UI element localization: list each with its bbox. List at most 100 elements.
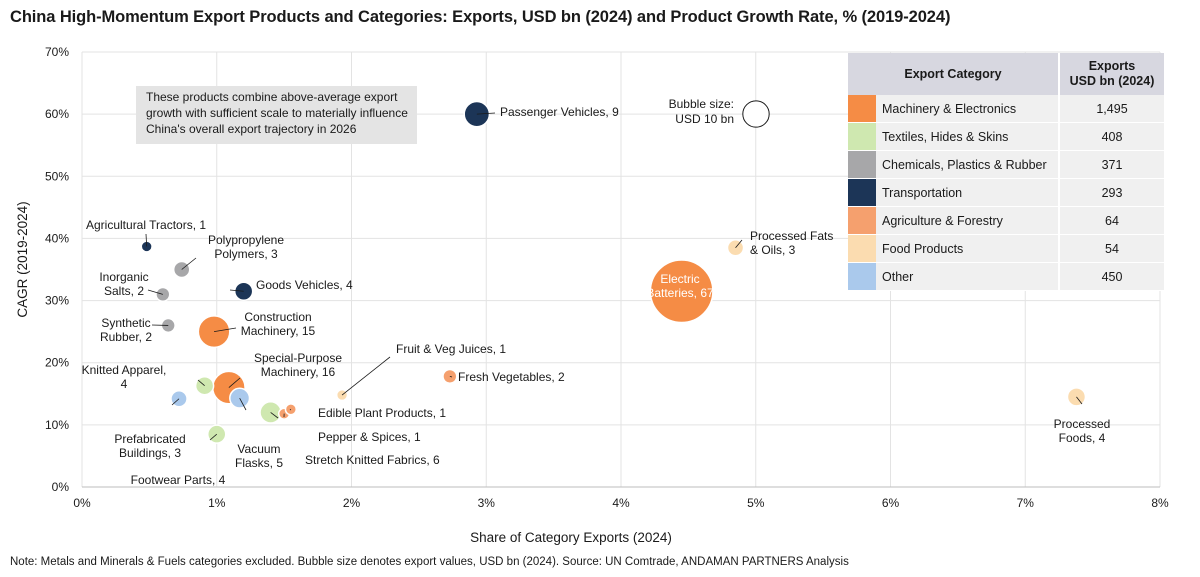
data-label-line: Polypropylene [208,233,284,247]
legend-swatch [848,234,876,263]
leader-line [341,356,391,396]
data-label: Goods Vehicles, 4 [256,278,353,292]
legend-category-label: Textiles, Hides & Skins [876,122,1059,151]
x-tick-label: 5% [747,496,765,510]
data-label-line: Foods, 4 [1059,431,1106,445]
data-label: Pepper & Spices, 1 [318,430,421,444]
leader-line [228,377,241,388]
bubble-size-key-circle [742,100,770,128]
leader-line [449,376,453,378]
data-label: Polypropylene Polymers, 3 [208,233,284,261]
x-tick-label: 7% [1017,496,1035,510]
data-label-line: Polymers, 3 [214,247,278,261]
legend-category-label: Machinery & Electronics [876,95,1059,123]
bubble-size-key-label-line: USD 10 bn [675,112,734,126]
data-label-line: Machinery, 15 [241,324,316,338]
legend-category-label: Food Products [876,234,1059,263]
leader-line [171,398,180,406]
data-label-line: 4 [121,377,128,391]
data-label-line: Prefabricated [114,432,185,446]
data-label: Electric Batteries, 67 [646,272,714,300]
leader-line [1076,396,1083,405]
legend-row: Chemicals, Plastics & Rubber 371 [848,150,1164,179]
data-bubble [649,259,714,324]
data-label-line: Fresh Vegetables, 2 [458,370,565,384]
annotation-text-line: growth with sufficient scale to material… [146,106,408,120]
category-legend-table: Export Category Exports USD bn (2024) Ma… [848,53,1164,291]
source-note: Note: Metals and Minerals & Fuels catego… [10,556,849,568]
x-tick-label: 3% [478,496,496,510]
data-label: Edible Plant Products, 1 [318,406,446,420]
legend-category-label: Transportation [876,178,1059,207]
legend-swatch [848,95,876,123]
legend-body: Machinery & Electronics 1,495 Textiles, Hi… [848,95,1164,291]
annotation-text-line: China's overall export trajectory in 202… [146,122,357,136]
leader-line [735,239,743,249]
x-axis-title: Share of Category Exports (2024) [470,530,672,545]
leader-line [239,397,247,411]
legend-header-exports: Exports USD bn (2024) [1058,53,1164,95]
data-label: Processed Fats & Oils, 3 [750,229,833,257]
leader-line [476,112,496,115]
bubble-size-key-label-line: Bubble size: [669,97,734,111]
leader-line [197,379,205,387]
data-label-line: Knitted Apparel, [82,363,167,377]
leader-line [145,233,148,247]
data-label: Footwear Parts, 4 [131,473,226,487]
legend-row: Other 450 [848,262,1164,291]
legend-row: Food Products 54 [848,234,1164,263]
data-bubble [229,387,251,409]
legend-category-label: Agriculture & Forestry [876,206,1059,235]
data-label: Agricultural Tractors, 1 [86,218,206,232]
annotation-text: These products combine above-average exp… [146,90,408,136]
data-label-line: Vacuum [237,442,280,456]
y-tick-label: 60% [45,107,69,121]
legend-header-exports-line2: USD bn (2024) [1069,74,1155,88]
bubble-chart: 0% 1% 2% 3% 4% 5% 6% 7% 8% 0% 10% 20% 30% 40% 50% 60% 70… [15,45,1169,545]
data-label-line: Fruit & Veg Juices, 1 [396,342,506,356]
y-tick-label: 30% [45,294,69,308]
data-label-line: Goods Vehicles, 4 [256,278,353,292]
y-axis-title: CAGR (2019-2024) [15,201,30,317]
leader-line [229,289,244,292]
data-label-line: Electric [660,272,699,286]
data-label-line: Machinery, 16 [261,365,336,379]
leader-line [270,412,279,419]
data-label-line: Synthetic [101,316,150,330]
y-tick-label: 20% [45,356,69,370]
data-label-line: Construction [244,310,311,324]
data-label-line: Edible Plant Products, 1 [318,406,446,420]
annotation-text-line: These products combine above-average exp… [146,90,398,104]
legend-row: Transportation 293 [848,178,1164,207]
legend-exports-value: 54 [1058,234,1164,263]
data-label-line: Flasks, 5 [235,456,283,470]
data-label: Fresh Vegetables, 2 [458,370,565,384]
legend-row: Machinery & Electronics 1,495 [848,95,1164,123]
data-label-line: Inorganic [99,270,148,284]
data-label-line: Passenger Vehicles, 9 [500,105,619,119]
legend-exports-value: 408 [1058,122,1164,151]
x-tick-label: 6% [882,496,900,510]
legend-category-label: Chemicals, Plastics & Rubber [876,150,1059,179]
data-label-line: Pepper & Spices, 1 [318,430,421,444]
legend-row: Textiles, Hides & Skins 408 [848,122,1164,151]
data-label: Knitted Apparel, 4 [82,363,167,391]
leader-line [209,433,218,441]
data-label: Inorganic Salts, 2 [99,270,148,298]
data-label: Stretch Knitted Fabrics, 6 [305,453,440,467]
legend-row: Agriculture & Forestry 64 [848,206,1164,235]
legend-exports-value: 371 [1058,150,1164,179]
leader-line [213,327,237,333]
legend-exports-value: 64 [1058,206,1164,235]
chart-title: China High-Momentum Export Products and … [10,8,951,26]
legend-exports-value: 450 [1058,262,1164,291]
leader-line [289,409,292,411]
x-tick-label: 0% [73,496,91,510]
data-label-line: Footwear Parts, 4 [131,473,226,487]
data-label-line: Batteries, 67 [646,286,714,300]
x-tick-label: 2% [343,496,361,510]
legend-swatch [848,122,876,151]
data-label-line: Stretch Knitted Fabrics, 6 [305,453,440,467]
data-label: Processed Foods, 4 [1054,417,1111,445]
data-label-line: Buildings, 3 [119,446,181,460]
